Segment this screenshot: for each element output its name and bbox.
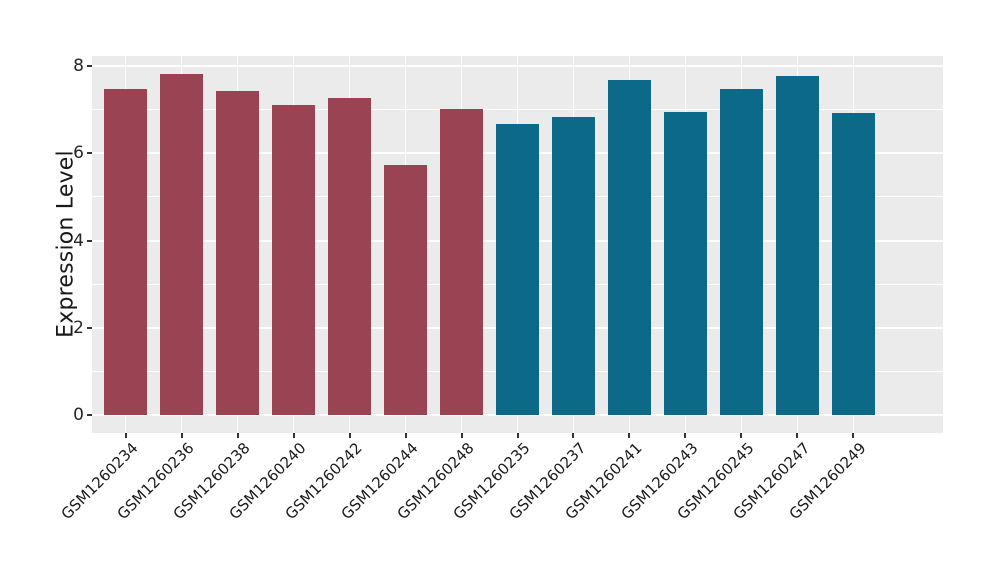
x-tick-mark <box>180 433 183 438</box>
x-tick-mark <box>348 433 351 438</box>
x-tick-mark <box>572 433 575 438</box>
bar-GSM1260245 <box>719 88 763 415</box>
bar-GSM1260238 <box>216 90 260 415</box>
plot-panel <box>92 56 943 433</box>
y-tick-label: 6 <box>73 143 84 164</box>
bar-GSM1260234 <box>104 88 148 415</box>
y-tick-mark <box>87 152 92 155</box>
y-tick-label: 0 <box>73 405 84 425</box>
y-tick-label: 8 <box>73 56 84 76</box>
x-tick-mark <box>124 433 127 438</box>
y-tick-mark <box>87 65 92 67</box>
bar-GSM1260236 <box>160 73 204 415</box>
x-tick-mark <box>628 433 631 438</box>
y-tick-label: 4 <box>73 230 84 251</box>
bar-GSM1260243 <box>663 111 707 415</box>
bar-GSM1260235 <box>496 124 539 415</box>
bar-GSM1260247 <box>775 76 819 415</box>
x-tick-mark <box>852 433 855 438</box>
x-tick-mark <box>292 433 295 438</box>
bar-GSM1260244 <box>384 165 428 415</box>
x-tick-mark <box>684 433 687 438</box>
bar-GSM1260242 <box>328 97 372 415</box>
bar-GSM1260241 <box>607 79 651 415</box>
y-tick-mark <box>87 326 92 329</box>
x-tick-mark <box>796 433 799 438</box>
bar-GSM1260237 <box>551 117 595 415</box>
x-tick-mark <box>740 433 743 438</box>
x-tick-mark <box>404 433 407 438</box>
x-tick-mark <box>236 433 239 438</box>
bar-GSM1260248 <box>440 109 483 415</box>
y-tick-mark <box>87 414 92 416</box>
x-tick-mark <box>460 433 463 438</box>
bar-GSM1260249 <box>831 113 875 415</box>
x-tick-mark <box>516 433 519 438</box>
bar-GSM1260240 <box>272 104 316 415</box>
y-tick-mark <box>87 239 92 242</box>
y-tick-label: 2 <box>73 317 84 338</box>
